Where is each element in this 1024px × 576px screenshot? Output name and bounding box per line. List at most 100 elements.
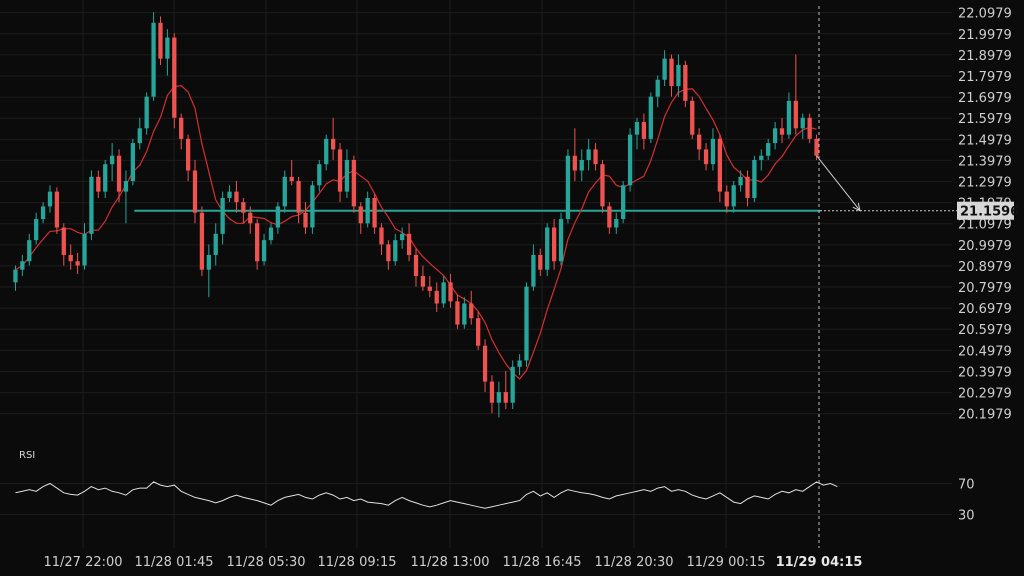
candle[interactable]	[185, 134, 191, 182]
candle[interactable]	[151, 12, 156, 101]
candle[interactable]	[47, 185, 53, 213]
candle[interactable]	[579, 149, 584, 182]
candle[interactable]	[517, 354, 522, 376]
candle[interactable]	[20, 254, 25, 277]
candle[interactable]	[531, 244, 536, 291]
candle[interactable]	[89, 170, 94, 241]
candle[interactable]	[82, 223, 87, 270]
candle[interactable]	[289, 159, 294, 186]
candle[interactable]	[261, 233, 267, 266]
candle[interactable]	[558, 212, 564, 266]
candle[interactable]	[351, 155, 356, 213]
candle[interactable]	[621, 181, 626, 224]
candle[interactable]	[40, 202, 46, 224]
candle[interactable]	[441, 276, 446, 308]
candle[interactable]	[54, 187, 60, 234]
candle[interactable]	[34, 212, 39, 245]
candle[interactable]	[752, 155, 757, 203]
candle[interactable]	[406, 223, 412, 262]
candle[interactable]	[427, 276, 432, 298]
candle[interactable]	[772, 121, 778, 150]
candle[interactable]	[213, 223, 218, 266]
candle[interactable]	[144, 92, 149, 135]
candle[interactable]	[96, 170, 101, 198]
candle[interactable]	[358, 202, 363, 234]
candle[interactable]	[614, 212, 619, 234]
candle[interactable]	[75, 252, 80, 274]
candle[interactable]	[206, 244, 211, 298]
candle[interactable]	[400, 227, 405, 249]
candle[interactable]	[462, 297, 467, 329]
candle[interactable]	[800, 113, 805, 139]
candle[interactable]	[786, 92, 792, 139]
candle[interactable]	[759, 149, 764, 171]
candle[interactable]	[158, 16, 163, 65]
candle[interactable]	[524, 282, 529, 367]
candle[interactable]	[330, 117, 336, 160]
candle[interactable]	[745, 170, 750, 207]
candle[interactable]	[241, 197, 246, 224]
candle[interactable]	[793, 54, 798, 135]
candle[interactable]	[448, 273, 453, 308]
candle[interactable]	[482, 339, 488, 393]
candle[interactable]	[103, 159, 108, 198]
candle[interactable]	[27, 233, 32, 266]
candle[interactable]	[227, 185, 232, 203]
candle[interactable]	[372, 193, 377, 234]
candle[interactable]	[317, 159, 322, 192]
candle[interactable]	[489, 375, 495, 414]
candle[interactable]	[545, 223, 550, 277]
candle[interactable]	[275, 202, 281, 234]
candle[interactable]	[476, 311, 481, 350]
candle[interactable]	[220, 191, 225, 245]
candle[interactable]	[192, 159, 198, 224]
candle[interactable]	[13, 265, 18, 291]
candle[interactable]	[586, 138, 591, 171]
candle[interactable]	[234, 181, 239, 213]
candle[interactable]	[683, 60, 688, 108]
candle[interactable]	[365, 191, 370, 228]
candle[interactable]	[627, 128, 633, 192]
candle[interactable]	[503, 371, 508, 410]
candle[interactable]	[255, 219, 260, 270]
candle[interactable]	[130, 138, 135, 186]
candle[interactable]	[386, 240, 391, 270]
candle[interactable]	[710, 128, 716, 171]
candle[interactable]	[282, 170, 287, 213]
candle[interactable]	[123, 170, 129, 224]
candle[interactable]	[648, 92, 653, 144]
candle[interactable]	[717, 134, 723, 203]
candlestick-series[interactable]	[13, 12, 819, 418]
candle[interactable]	[807, 113, 812, 144]
candle[interactable]	[662, 50, 667, 87]
candle[interactable]	[68, 244, 73, 270]
candle[interactable]	[420, 265, 426, 291]
candle[interactable]	[172, 33, 177, 129]
candle[interactable]	[724, 185, 729, 213]
candle[interactable]	[634, 117, 640, 150]
candle[interactable]	[690, 96, 695, 139]
candle[interactable]	[641, 113, 647, 150]
candle[interactable]	[61, 223, 66, 266]
candle[interactable]	[165, 29, 170, 76]
candle[interactable]	[676, 54, 681, 97]
candle[interactable]	[510, 360, 515, 410]
candle[interactable]	[268, 223, 274, 245]
candle[interactable]	[669, 54, 674, 97]
candle[interactable]	[248, 206, 253, 234]
candle[interactable]	[434, 282, 439, 312]
candle[interactable]	[766, 138, 771, 160]
candle[interactable]	[393, 233, 398, 266]
candle[interactable]	[109, 143, 115, 182]
candle[interactable]	[600, 159, 605, 213]
candle[interactable]	[469, 290, 474, 325]
candle[interactable]	[413, 248, 419, 287]
candle[interactable]	[296, 176, 301, 224]
candle[interactable]	[551, 219, 557, 270]
candle[interactable]	[738, 170, 743, 192]
candle[interactable]	[565, 149, 571, 224]
candle[interactable]	[607, 202, 612, 234]
candle[interactable]	[731, 181, 736, 213]
candle[interactable]	[593, 143, 598, 171]
candle[interactable]	[703, 143, 709, 171]
